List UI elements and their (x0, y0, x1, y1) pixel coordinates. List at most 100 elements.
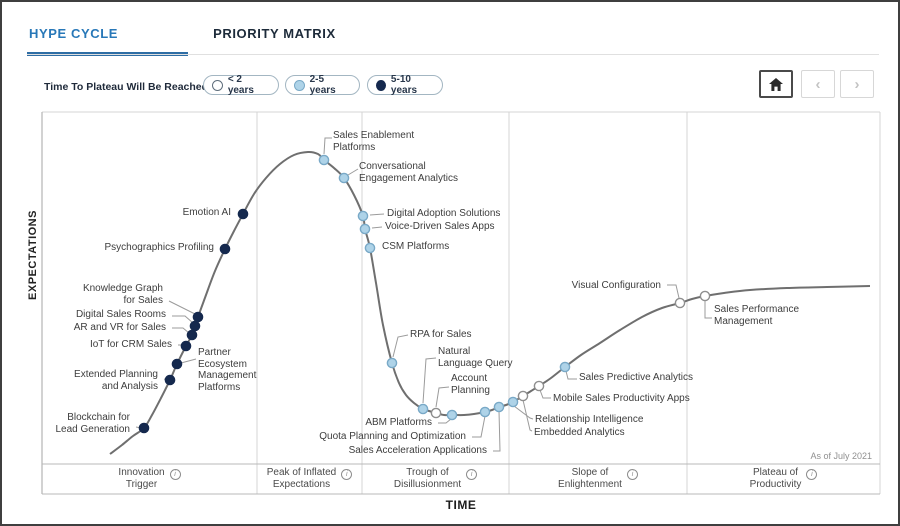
phase-label: Trough of Disillusionment (393, 467, 462, 490)
leader-natural-language-query (422, 357, 437, 404)
label-natural-language-query: Natural Language Query (438, 346, 513, 369)
point-visual-configuration[interactable] (674, 297, 686, 309)
label-sales-performance-management: Sales Performance Management (714, 304, 800, 327)
tab-priority-matrix[interactable]: PRIORITY MATRIX (188, 20, 346, 56)
legend-pill-2-5-years[interactable]: 2-5 years (285, 74, 360, 96)
label-digital-adoption-solutions: Digital Adoption Solutions (387, 208, 501, 219)
point-knowledge-graph-for-sales[interactable] (192, 311, 204, 323)
point-digital-adoption-solutions[interactable] (357, 210, 369, 222)
label-psychographics-profiling: Psychographics Profiling (104, 242, 215, 253)
point-embedded-analytics[interactable] (517, 390, 529, 402)
leader-abm-platforms (438, 418, 452, 424)
point-sales-acceleration-applications[interactable] (493, 401, 505, 413)
point-account-planning[interactable] (430, 407, 442, 419)
leader-mobile-sales-productivity-apps (539, 389, 551, 399)
leader-sales-predictive-analytics (565, 370, 577, 380)
as-of-date: As of July 2021 (810, 451, 872, 461)
label-knowledge-graph-for-sales: Knowledge Graph for Sales (82, 283, 163, 306)
legend-pill-lt-2-years[interactable]: < 2 years (203, 74, 279, 96)
phase-label: Slope of Enlightenment (558, 467, 622, 490)
phase-label: Plateau of Productivity (749, 467, 802, 490)
legend-pill-5-10-years-label: 5-10 years (390, 74, 418, 96)
label-ar-and-vr-for-sales: AR and VR for Sales (73, 322, 166, 333)
point-rpa-for-sales[interactable] (386, 357, 398, 369)
info-icon[interactable]: i (626, 468, 638, 480)
leader-account-planning (435, 386, 450, 408)
tab-hype-cycle[interactable]: HYPE CYCLE (27, 20, 189, 56)
point-sales-performance-management[interactable] (699, 290, 711, 302)
home-icon (769, 77, 783, 91)
leader-knowledge-graph-for-sales (168, 300, 196, 315)
leader-conversational-engagement-analytics (347, 168, 359, 176)
point-ar-and-vr-for-sales[interactable] (186, 329, 198, 341)
tab-priority-matrix-label: PRIORITY MATRIX (213, 26, 336, 41)
phase-label: Innovation Trigger (118, 467, 165, 490)
chevron-left-icon: ‹ (815, 75, 821, 93)
label-embedded-analytics: Embedded Analytics (534, 427, 625, 438)
point-csm-platforms[interactable] (364, 242, 376, 254)
point-natural-language-query[interactable] (417, 403, 429, 415)
phase-label: Peak of Inflated Expectations (266, 467, 337, 490)
5-10-years-dot-icon (376, 79, 386, 91)
leader-digital-adoption-solutions (369, 213, 385, 216)
info-icon[interactable]: i (806, 468, 818, 480)
label-extended-planning-and-analysis: Extended Planning and Analysis (74, 369, 158, 392)
point-psychographics-profiling[interactable] (219, 243, 231, 255)
leader-ar-and-vr-for-sales (172, 327, 190, 334)
home-button[interactable] (759, 70, 793, 98)
label-partner-ecosystem-management-platforms: Partner Ecosystem Management Platforms (198, 347, 257, 393)
point-quota-planning-and-optimization[interactable] (479, 406, 491, 418)
point-iot-for-crm-sales[interactable] (180, 340, 192, 352)
prev-button[interactable]: ‹ (801, 70, 835, 98)
next-button[interactable]: › (840, 70, 874, 98)
lt-2-years-dot-icon (212, 79, 223, 91)
2-5-years-dot-icon (294, 79, 305, 91)
tab-divider (27, 54, 879, 55)
label-quota-planning-and-optimization: Quota Planning and Optimization (319, 431, 466, 442)
hype-cycle-curve (109, 150, 871, 455)
label-abm-platforms: ABM Platforms (365, 417, 432, 428)
point-sales-enablement-platforms[interactable] (318, 154, 330, 166)
leader-relationship-intelligence (513, 405, 534, 420)
phase-plateau-of: Plateau of Productivity i (687, 464, 880, 494)
point-relationship-intelligence[interactable] (507, 396, 519, 408)
leader-voice-driven-sales-apps (371, 226, 383, 229)
leader-embedded-analytics (522, 399, 533, 432)
phase-innovation: Innovation Trigger i (42, 464, 257, 494)
leader-partner-ecosystem-management-platforms (180, 358, 197, 364)
legend-title: Time To Plateau Will Be Reached: (44, 81, 212, 93)
info-icon[interactable]: i (169, 468, 181, 480)
label-rpa-for-sales: RPA for Sales (410, 329, 472, 340)
leader-digital-sales-rooms (172, 315, 194, 324)
point-sales-predictive-analytics[interactable] (559, 361, 571, 373)
chevron-right-icon: › (854, 75, 860, 93)
leader-sales-acceleration-applications (493, 410, 501, 452)
leader-quota-planning-and-optimization (472, 415, 486, 438)
point-blockchain-for-lead-generation[interactable] (138, 422, 150, 434)
legend-pill-5-10-years[interactable]: 5-10 years (367, 74, 443, 96)
legend-pill-2-5-years-label: 2-5 years (309, 74, 336, 96)
point-emotion-ai[interactable] (237, 208, 249, 220)
point-conversational-engagement-analytics[interactable] (338, 172, 350, 184)
phase-peak-of-inflated: Peak of Inflated Expectations i (257, 464, 362, 494)
label-sales-predictive-analytics: Sales Predictive Analytics (579, 372, 693, 383)
phase-trough-of: Trough of Disillusionment i (362, 464, 509, 494)
label-visual-configuration: Visual Configuration (571, 280, 661, 291)
point-abm-platforms[interactable] (446, 409, 458, 421)
point-digital-sales-rooms[interactable] (189, 320, 201, 332)
label-blockchain-for-lead-generation: Blockchain for Lead Generation (55, 412, 130, 435)
label-mobile-sales-productivity-apps: Mobile Sales Productivity Apps (553, 393, 690, 404)
label-emotion-ai: Emotion AI (182, 207, 231, 218)
info-icon[interactable]: i (466, 468, 478, 480)
leader-visual-configuration (667, 284, 680, 299)
legend-pill-lt-2-years-label: < 2 years (227, 74, 254, 96)
info-icon[interactable]: i (341, 468, 353, 480)
label-sales-acceleration-applications: Sales Acceleration Applications (348, 445, 487, 456)
label-iot-for-crm-sales: IoT for CRM Sales (89, 339, 172, 350)
point-voice-driven-sales-apps[interactable] (359, 223, 371, 235)
leader-sales-performance-management (704, 301, 712, 319)
point-extended-planning-and-analysis[interactable] (164, 374, 176, 386)
point-partner-ecosystem-management-platforms[interactable] (171, 358, 183, 370)
point-mobile-sales-productivity-apps[interactable] (533, 380, 545, 392)
